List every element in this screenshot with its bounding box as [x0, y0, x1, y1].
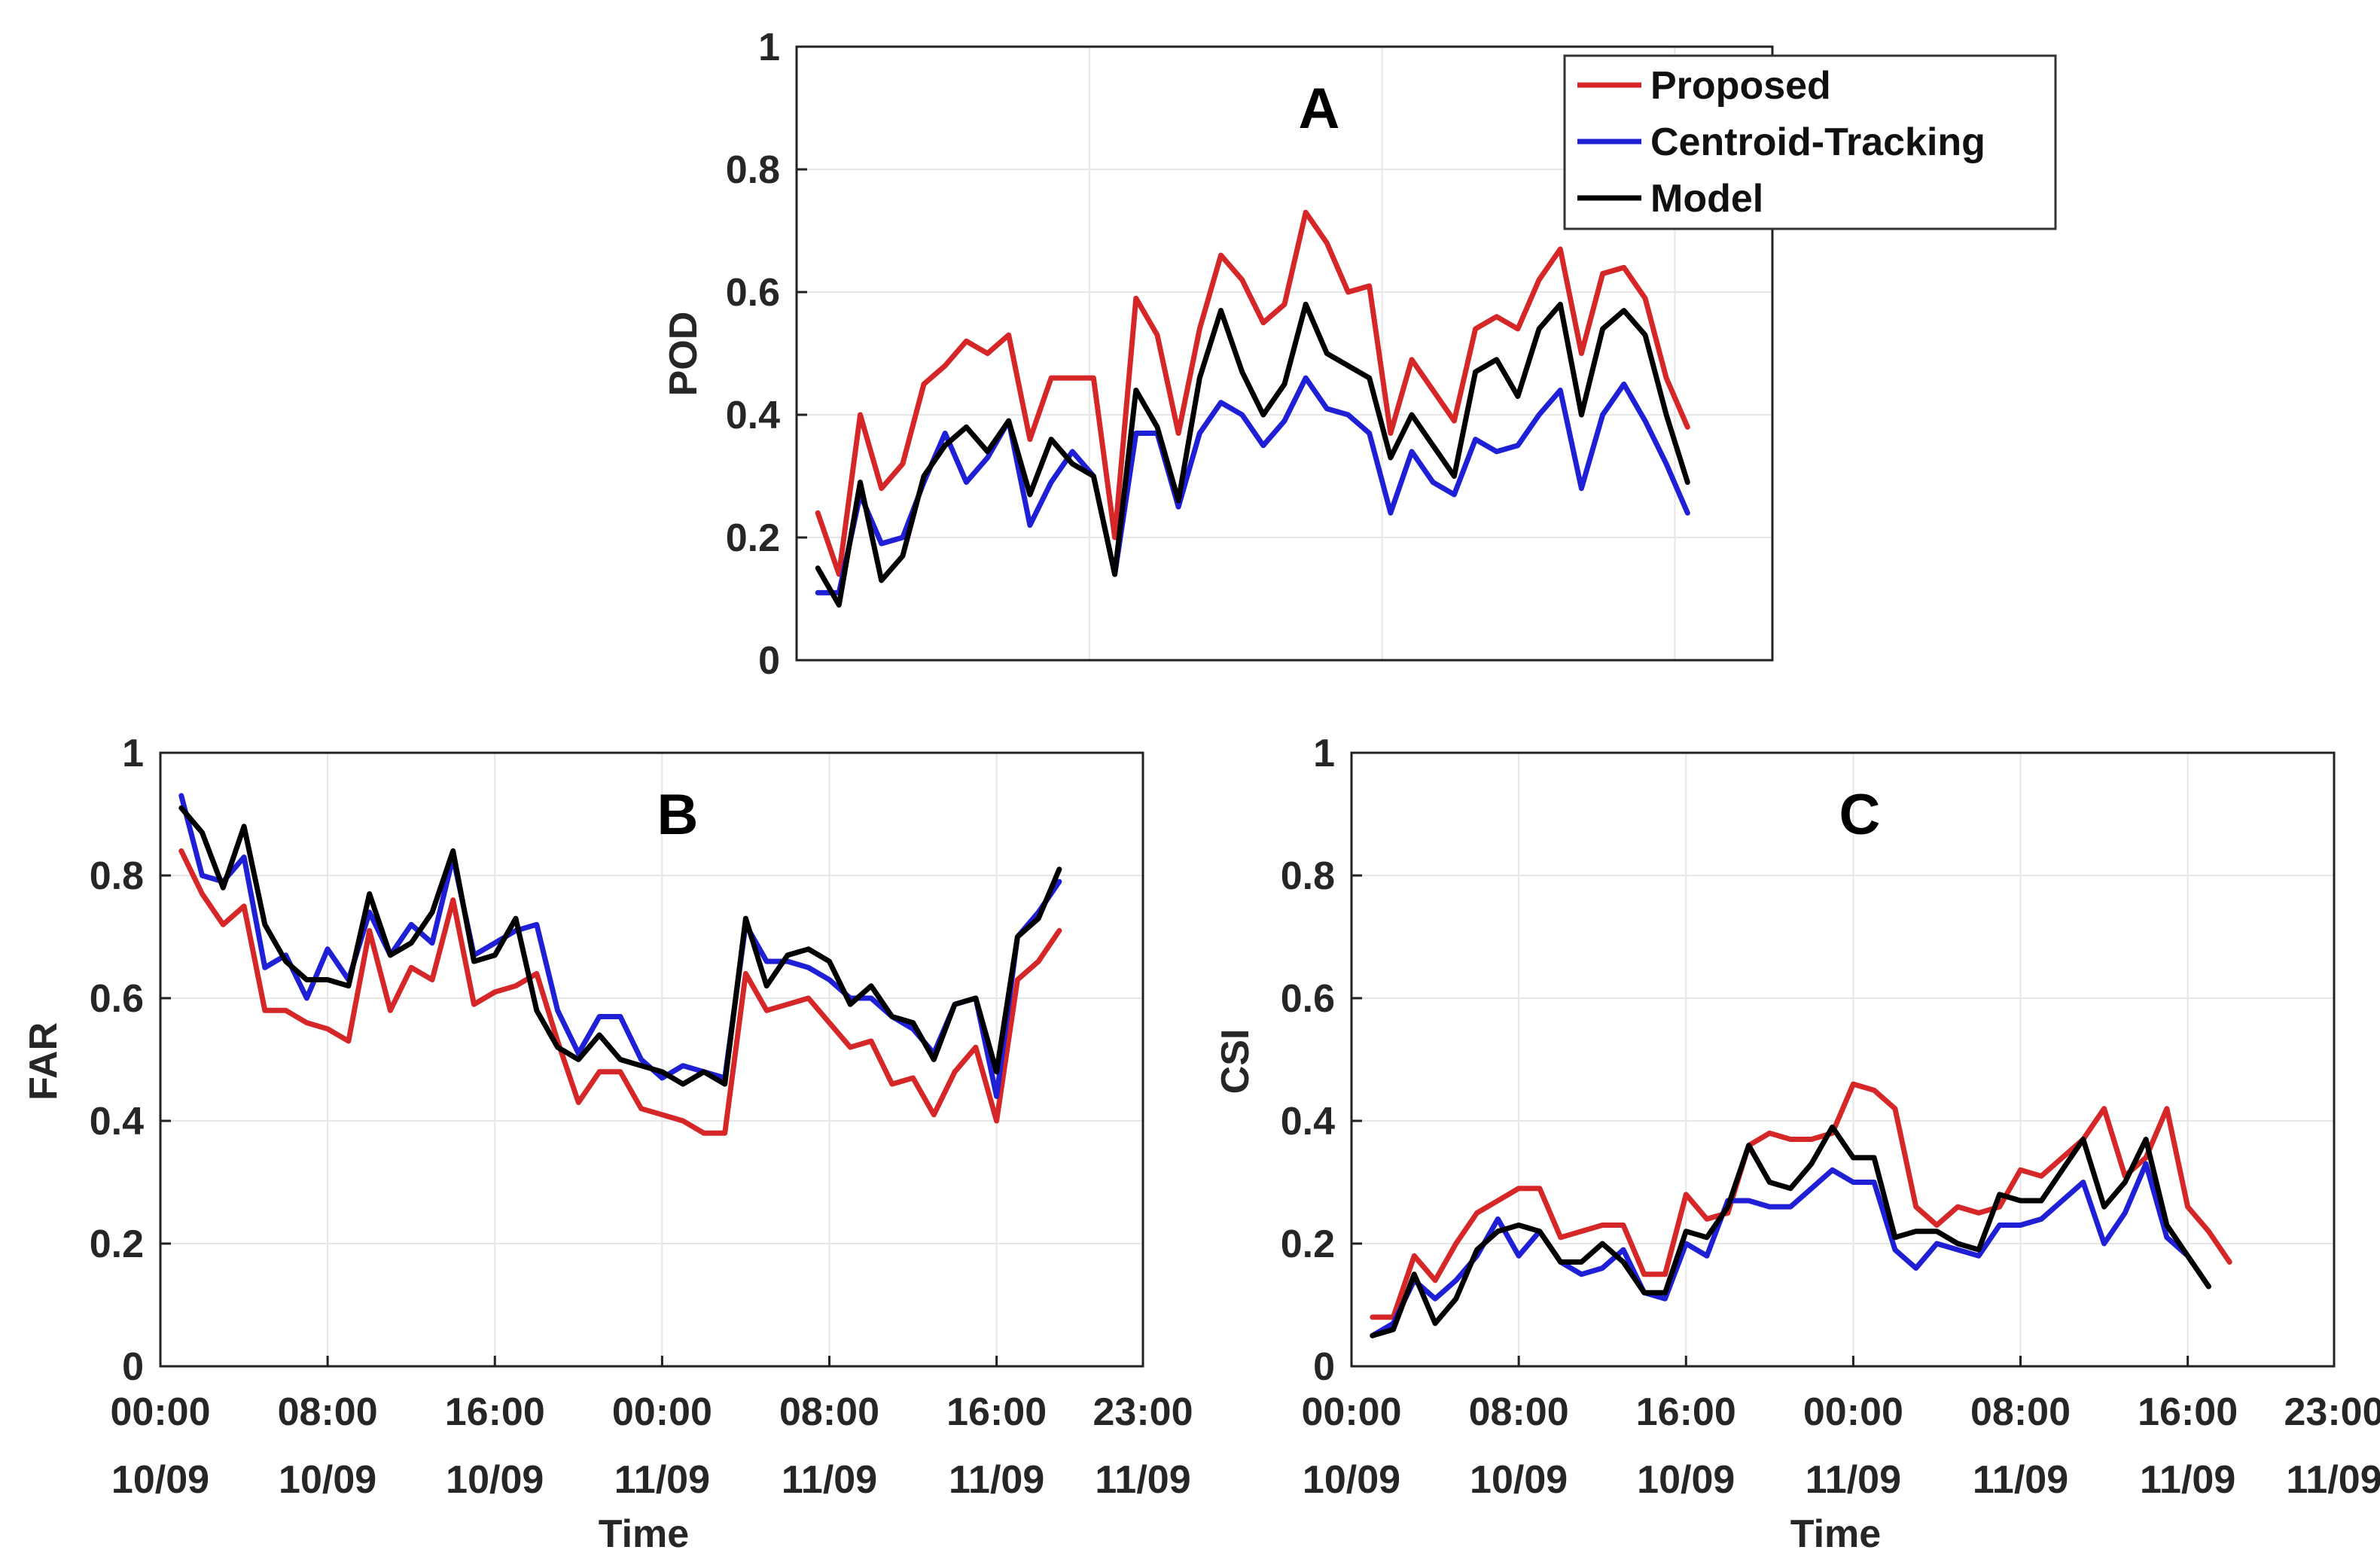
- panel-a-ylabel: POD: [662, 312, 705, 397]
- ytick-label: 0.8: [726, 148, 780, 192]
- ytick-label: 1: [1313, 732, 1335, 775]
- panel-c-series: [1370, 1081, 2232, 1338]
- xtick-time-label: 16:00: [1636, 1390, 1736, 1434]
- xtick-date-label: 10/09: [279, 1458, 376, 1502]
- panel-c-axes: [1350, 751, 2336, 1368]
- xtick-date-label: 11/09: [1973, 1458, 2068, 1502]
- xtick-date-label: 11/09: [949, 1458, 1044, 1502]
- series-line-proposed: [178, 848, 1062, 1136]
- panel-c: 0 0.2 0.4 0.6 0.8 1 00:00 10/09 08:00 10/09 16:00…: [1214, 732, 2380, 1556]
- ytick-label: 0: [758, 639, 780, 683]
- xtick-time-label: 23:00: [2284, 1390, 2380, 1434]
- ytick-label: 0.2: [726, 516, 780, 560]
- ytick-label: 1: [122, 732, 144, 775]
- xtick-time-label: 08:00: [1469, 1390, 1569, 1434]
- xtick-date-label: 11/09: [2140, 1458, 2235, 1502]
- xtick-time-label: 16:00: [445, 1390, 545, 1434]
- legend-label-centroid: Centroid-Tracking: [1650, 120, 1985, 164]
- xtick-date-label: 11/09: [1095, 1458, 1190, 1502]
- ytick-label: 0: [122, 1345, 144, 1389]
- panel-a-series: [815, 209, 1690, 608]
- panel-b-xticks: 00:00 10/09 08:00 10/09 16:00 10/09 00:00 11/09…: [111, 1356, 1193, 1502]
- panel-b-title: B: [657, 783, 699, 847]
- xtick-date-label: 11/09: [782, 1458, 877, 1502]
- panel-c-title: C: [1839, 783, 1881, 847]
- panel-b-series: [178, 793, 1062, 1136]
- ytick-label: 0.6: [90, 977, 144, 1021]
- xtick-time-label: 08:00: [278, 1390, 378, 1434]
- xtick-date-label: 11/09: [2286, 1458, 2380, 1502]
- ytick-label: 0.8: [1281, 854, 1335, 898]
- panel-c-yticks: 0 0.2 0.4 0.6 0.8 1: [1281, 732, 1362, 1389]
- xtick-date-label: 11/09: [1806, 1458, 1901, 1502]
- panel-b-yticks: 0 0.2 0.4 0.6 0.8 1: [90, 732, 171, 1389]
- xtick-date-label: 10/09: [1470, 1458, 1568, 1502]
- xtick-time-label: 00:00: [1302, 1390, 1402, 1434]
- legend-box: [1563, 54, 2057, 230]
- xtick-date-label: 11/09: [614, 1458, 710, 1502]
- series-line-centroid-tracking: [178, 793, 1062, 1099]
- panel-a-axes: [795, 45, 1774, 662]
- panel-a: 0 0.2 0.4 0.6 0.8 1 POD A Proposed Centroid-T…: [662, 26, 2057, 683]
- xtick-date-label: 10/09: [1303, 1458, 1400, 1502]
- ytick-label: 0.6: [1281, 977, 1335, 1021]
- xtick-date-label: 10/09: [111, 1458, 209, 1502]
- xtick-date-label: 10/09: [446, 1458, 544, 1502]
- panel-c-ylabel: CSI: [1214, 1029, 1257, 1095]
- panel-b-xlabel: Time: [599, 1512, 689, 1556]
- series-line-centroid-tracking: [815, 375, 1690, 595]
- series-line-model: [178, 805, 1062, 1087]
- ytick-label: 0.4: [726, 394, 780, 437]
- xtick-time-label: 08:00: [1970, 1390, 2071, 1434]
- ytick-label: 0.4: [1281, 1100, 1335, 1143]
- legend: Proposed Centroid-Tracking Model: [1563, 54, 2057, 230]
- ytick-label: 0.4: [90, 1100, 144, 1143]
- series-line-proposed: [1370, 1081, 2232, 1320]
- panel-c-xticks: 00:00 10/09 08:00 10/09 16:00 10/09 00:00 11/09…: [1302, 1356, 2380, 1502]
- series-line-proposed: [815, 209, 1690, 577]
- series-line-model: [815, 301, 1690, 608]
- xtick-time-label: 23:00: [1093, 1390, 1193, 1434]
- panel-a-yticks: 0 0.2 0.4 0.6 0.8 1: [726, 26, 807, 683]
- ytick-label: 1: [758, 26, 780, 69]
- series-line-model: [1370, 1124, 2211, 1338]
- panel-b-axes: [159, 751, 1144, 1368]
- panel-b: 0 0.2 0.4 0.6 0.8 1 00:00 10/09 08:00 10/09 16:00…: [22, 732, 1193, 1556]
- xtick-time-label: 16:00: [2138, 1390, 2238, 1434]
- xtick-date-label: 10/09: [1637, 1458, 1735, 1502]
- xtick-time-label: 00:00: [612, 1390, 712, 1434]
- ytick-label: 0.2: [90, 1223, 144, 1266]
- ytick-label: 0.6: [726, 271, 780, 315]
- panel-c-xlabel: Time: [1790, 1512, 1881, 1556]
- xtick-time-label: 00:00: [1803, 1390, 1903, 1434]
- panel-a-title: A: [1299, 77, 1340, 141]
- xtick-time-label: 16:00: [946, 1390, 1047, 1434]
- panel-b-ylabel: FAR: [22, 1022, 66, 1101]
- xtick-time-label: 00:00: [111, 1390, 211, 1434]
- ytick-label: 0.2: [1281, 1223, 1335, 1266]
- legend-label-proposed: Proposed: [1650, 64, 1831, 108]
- xtick-time-label: 08:00: [779, 1390, 879, 1434]
- series-line-centroid-tracking: [1370, 1161, 2211, 1338]
- legend-label-model: Model: [1650, 177, 1763, 221]
- ytick-label: 0: [1313, 1345, 1335, 1389]
- ytick-label: 0.8: [90, 854, 144, 898]
